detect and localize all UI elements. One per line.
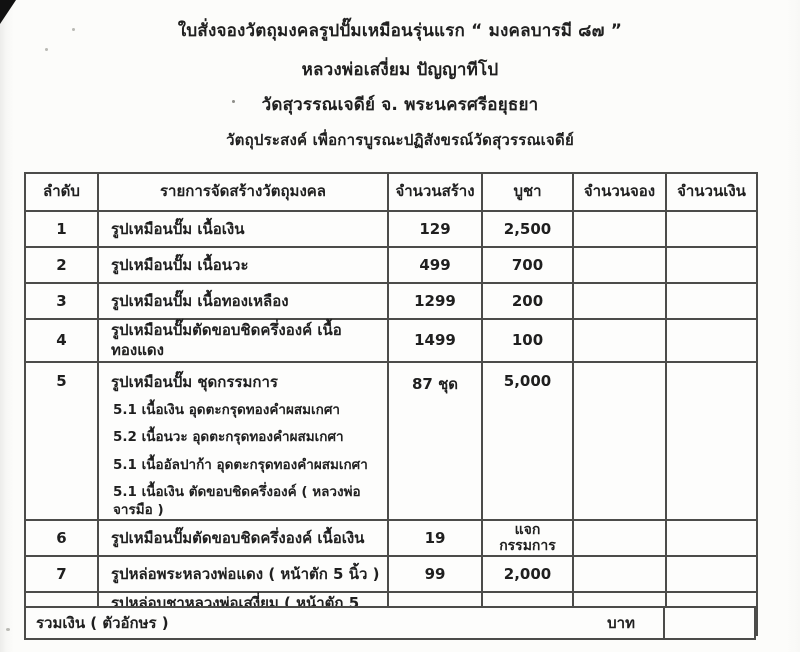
row-amount-blank [665,555,758,594]
row-amount-blank [665,360,758,522]
row-reserved-blank [572,282,667,320]
row-price: 5,000 [481,360,574,522]
row-no: 1 [24,210,99,248]
scan-speck [6,628,10,631]
row-item-main: รูปเหมือนปั๊ม ชุดกรรมการ [111,372,278,391]
total-label: รวมเงิน ( ตัวอักษร ) [36,614,169,632]
purpose-line: วัตถุประสงค์ เพื่อการบูรณะปฏิสังขรณ์วัดส… [226,131,574,149]
row-item: รูปเหมือนปั๊ม เนื้อทองเหลือง [97,282,389,320]
col-header-item: รายการจัดสร้างวัตถุมงคล [97,172,389,212]
col-header-qty: จำนวนสร้าง [387,172,483,212]
row-no: 6 [24,519,99,558]
row-qty: 1299 [387,282,483,320]
baht-unit-label: บาท [607,614,635,632]
table-row: 7 รูปหล่อพระหลวงพ่อแดง ( หน้าตัก 5 นิ้ว … [24,555,758,594]
row-qty: 129 [387,210,483,248]
table-row: 1 รูปเหมือนปั๊ม เนื้อเงิน 129 2,500 [24,210,758,248]
row-item: รูปเหมือนปั๊มตัดขอบชิดครึ่งองค์ เนื้อเงิ… [97,519,389,558]
table-row: 3 รูปเหมือนปั๊ม เนื้อทองเหลือง 1299 200 [24,282,758,320]
row-amount-blank [665,519,758,558]
col-header-reserved: จำนวนจอง [572,172,667,212]
row-qty: 1499 [387,318,483,363]
row-sub-item: 5.2 เนื้อนวะ อุดตะกรุดทองคำผสมเกศา [113,429,344,446]
row-amount-blank [665,246,758,284]
row-item: รูปหล่อพระหลวงพ่อแดง ( หน้าตัก 5 นิ้ว ) [97,555,389,594]
monk-name-line: หลวงพ่อเสงี่ยม ปัญญาทีโป [301,60,499,80]
row-amount-blank [665,210,758,248]
row-sub-item: 5.1 เนื้ออัลปาก้า อุดตะกรุดทองคำผสมเกศา [113,456,368,473]
row-item: รูปเหมือนปั๊ม ชุดกรรมการ 5.1 เนื้อเงิน อ… [97,360,389,522]
table-row: 6 รูปเหมือนปั๊มตัดขอบชิดครึ่งองค์ เนื้อเ… [24,519,758,558]
scan-speck [45,48,48,51]
row-reserved-blank [572,210,667,248]
row-price: แจก กรรมการ [481,519,574,558]
total-row: รวมเงิน ( ตัวอักษร ) บาท [24,606,756,640]
row-sub-item: 5.1 เนื้อเงิน ตัดขอบชิดครึ่งองค์ ( หลวงพ… [113,484,361,518]
row-qty: 499 [387,246,483,284]
row-amount-blank [665,282,758,320]
table-row: 2 รูปเหมือนปั๊ม เนื้อนวะ 499 700 [24,246,758,284]
order-table: ลำดับ รายการจัดสร้างวัตถุมงคล จำนวนสร้าง… [24,172,758,636]
temple-line: วัดสุวรรณเจดีย์ จ. พระนครศรีอยุธยา [261,95,539,115]
col-header-no: ลำดับ [24,172,99,212]
row-item: รูปเหมือนปั๊ม เนื้อนวะ [97,246,389,284]
col-header-amount: จำนวนเงิน [665,172,758,212]
row-qty: 99 [387,555,483,594]
row-reserved-blank [572,555,667,594]
row-no: 5 [24,360,99,522]
row-sub-item: 5.1 เนื้อเงิน อุดตะกรุดทองคำผสมเกศา [113,401,340,418]
row-reserved-blank [572,246,667,284]
row-qty: 87 ชุด [387,360,483,522]
document-title: ใบสั่งจองวัตถุมงคลรูปปั๊มเหมือนรุ่นแรก “… [177,21,623,41]
scan-speck [232,100,235,103]
row-item: รูปเหมือนปั๊ม เนื้อเงิน [97,210,389,248]
total-merged-cell: รวมเงิน ( ตัวอักษร ) บาท [24,606,665,640]
table-row-committee-set: 5 รูปเหมือนปั๊ม ชุดกรรมการ 5.1 เนื้อเงิน… [24,360,758,522]
row-reserved-blank [572,318,667,363]
row-price: 2,000 [481,555,574,594]
row-no: 3 [24,282,99,320]
row-price: 200 [481,282,574,320]
row-price: 700 [481,246,574,284]
row-no: 2 [24,246,99,284]
row-item: รูปเหมือนปั๊มตัดขอบชิดครึ่งองค์ เนื้อทอง… [97,318,389,363]
row-qty: 19 [387,519,483,558]
row-reserved-blank [572,519,667,558]
row-reserved-blank [572,360,667,522]
row-amount-blank [665,318,758,363]
row-price: 100 [481,318,574,363]
table-header-row: ลำดับ รายการจัดสร้างวัตถุมงคล จำนวนสร้าง… [24,172,758,212]
row-no: 7 [24,555,99,594]
total-amount-blank [665,606,756,640]
row-price: 2,500 [481,210,574,248]
table-row: 4 รูปเหมือนปั๊มตัดขอบชิดครึ่งองค์ เนื้อท… [24,318,758,363]
scan-speck [72,28,75,31]
col-header-price: บูชา [481,172,574,212]
row-no: 4 [24,318,99,363]
